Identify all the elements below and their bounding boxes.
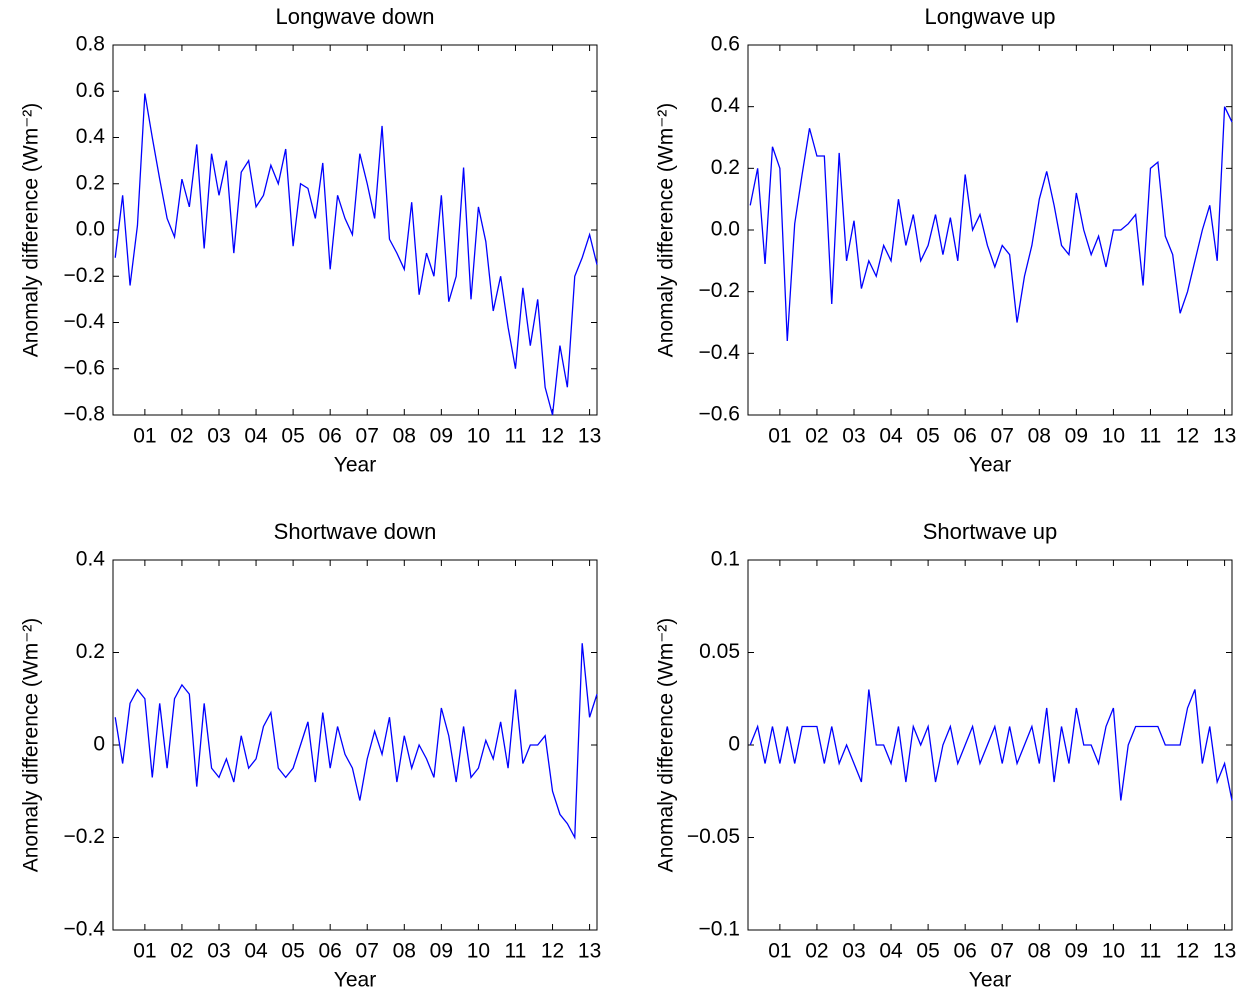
data-line [749, 689, 1233, 801]
x-tick-label: 01 [768, 425, 791, 448]
x-tick-label: 01 [133, 425, 156, 448]
x-tick-label: 10 [1102, 940, 1125, 963]
y-tick-label: −0.1 [699, 918, 740, 941]
y-tick-label: −0.4 [64, 918, 106, 941]
data-line [114, 643, 598, 840]
y-tick-label: 0.1 [711, 548, 740, 571]
y-tick-label: 0.05 [699, 640, 740, 663]
x-tick-label: 11 [1140, 940, 1162, 963]
chart-title: Longwave down [275, 4, 434, 29]
y-tick-label: −0.8 [64, 403, 105, 426]
x-tick-label: 01 [768, 940, 791, 963]
y-tick-label: −0.4 [699, 341, 741, 364]
y-tick-label: −0.05 [687, 825, 740, 848]
x-tick-label: 02 [805, 940, 828, 963]
x-tick-label: 13 [578, 425, 601, 448]
x-tick-label: 12 [1176, 425, 1199, 448]
x-axis-label: Year [334, 454, 376, 477]
y-tick-label: 0.8 [76, 33, 105, 56]
x-tick-label: 07 [991, 940, 1014, 963]
x-tick-label: 06 [318, 940, 341, 963]
x-tick-label: 12 [541, 425, 564, 448]
x-tick-label: 06 [953, 940, 976, 963]
y-tick-label: 0.6 [76, 79, 105, 102]
x-tick-label: 03 [207, 940, 230, 963]
x-tick-label: 08 [393, 425, 416, 448]
x-tick-label: 10 [467, 940, 490, 963]
y-tick-label: 0.0 [711, 218, 740, 241]
y-tick-label: 0.4 [711, 94, 741, 117]
y-axis-label: Anomaly difference (Wm⁻²) [20, 618, 43, 873]
y-tick-label: −0.6 [699, 403, 740, 426]
x-tick-label: 05 [281, 425, 304, 448]
plot-frame [112, 44, 598, 416]
y-tick-label: 0.2 [76, 640, 105, 663]
x-tick-label: 05 [281, 940, 304, 963]
x-tick-label: 02 [170, 425, 193, 448]
x-axis-label: Year [334, 969, 376, 992]
x-tick-label: 11 [1140, 425, 1162, 448]
x-tick-label: 06 [953, 425, 976, 448]
y-axis-label: Anomaly difference (Wm⁻²) [20, 103, 43, 358]
x-tick-label: 12 [541, 940, 564, 963]
x-tick-label: 13 [1213, 425, 1236, 448]
chart-title: Shortwave up [923, 519, 1058, 544]
x-tick-label: 08 [393, 940, 416, 963]
x-tick-label: 06 [318, 425, 341, 448]
y-tick-label: 0.6 [711, 33, 740, 56]
y-tick-label: 0.2 [711, 156, 740, 179]
x-tick-label: 09 [1065, 940, 1088, 963]
y-tick-label: 0 [93, 733, 105, 756]
y-tick-label: −0.2 [64, 825, 105, 848]
data-line [749, 106, 1233, 342]
x-axis-label: Year [969, 969, 1011, 992]
y-tick-label: 0.4 [76, 125, 106, 148]
x-tick-label: 03 [207, 425, 230, 448]
x-tick-label: 09 [430, 940, 453, 963]
x-tick-label: 07 [356, 940, 379, 963]
x-tick-label: 08 [1028, 940, 1051, 963]
y-tick-label: 0.2 [76, 171, 105, 194]
x-axis-label: Year [969, 454, 1011, 477]
x-tick-label: 10 [467, 425, 490, 448]
x-tick-label: 09 [1065, 425, 1088, 448]
y-tick-label: 0.0 [76, 218, 105, 241]
x-tick-label: 03 [842, 425, 865, 448]
x-tick-label: 13 [578, 940, 601, 963]
x-tick-label: 13 [1213, 940, 1236, 963]
x-tick-label: 04 [244, 425, 268, 448]
y-tick-label: 0 [728, 733, 740, 756]
chart-title: Longwave up [925, 4, 1056, 29]
x-tick-label: 05 [916, 940, 939, 963]
data-line [114, 93, 598, 416]
chart-title: Shortwave down [274, 519, 437, 544]
y-tick-label: −0.6 [64, 356, 105, 379]
x-tick-label: 11 [505, 940, 527, 963]
y-tick-label: −0.2 [64, 264, 105, 287]
x-tick-label: 07 [991, 425, 1014, 448]
y-tick-label: −0.4 [64, 310, 106, 333]
x-tick-label: 07 [356, 425, 379, 448]
x-tick-label: 08 [1028, 425, 1051, 448]
x-tick-label: 02 [170, 940, 193, 963]
plot-frame [112, 559, 598, 931]
x-tick-label: 09 [430, 425, 453, 448]
x-tick-label: 12 [1176, 940, 1199, 963]
x-tick-label: 03 [842, 940, 865, 963]
y-tick-label: 0.4 [76, 548, 106, 571]
x-tick-label: 10 [1102, 425, 1125, 448]
x-tick-label: 04 [879, 940, 903, 963]
y-axis-label: Anomaly difference (Wm⁻²) [655, 618, 678, 873]
x-tick-label: 05 [916, 425, 939, 448]
y-tick-label: −0.2 [699, 279, 740, 302]
plot-frame [747, 44, 1233, 416]
x-tick-label: 04 [244, 940, 268, 963]
y-axis-label: Anomaly difference (Wm⁻²) [655, 103, 678, 358]
x-tick-label: 02 [805, 425, 828, 448]
x-tick-label: 04 [879, 425, 903, 448]
x-tick-label: 11 [505, 425, 527, 448]
x-tick-label: 01 [133, 940, 156, 963]
